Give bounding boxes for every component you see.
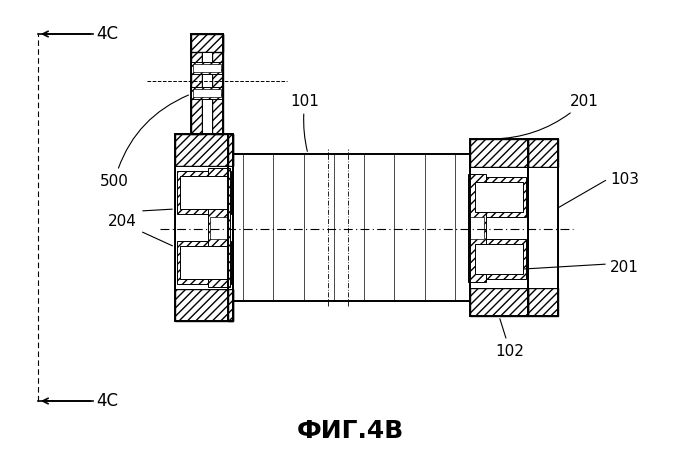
Bar xyxy=(470,139,528,167)
Bar xyxy=(193,64,221,72)
Bar xyxy=(228,134,233,166)
Bar xyxy=(180,176,228,209)
Bar xyxy=(191,34,223,134)
Bar xyxy=(528,167,558,288)
Bar xyxy=(208,168,230,287)
Bar xyxy=(180,246,228,279)
Bar xyxy=(470,167,528,288)
Text: 204: 204 xyxy=(108,213,137,229)
Bar xyxy=(228,289,233,321)
Bar xyxy=(212,34,223,134)
Bar xyxy=(177,241,231,284)
Bar xyxy=(472,239,526,279)
Bar xyxy=(191,34,223,52)
Bar xyxy=(470,139,528,316)
Bar xyxy=(228,134,233,321)
Bar xyxy=(470,217,484,239)
Bar xyxy=(193,89,221,97)
Bar xyxy=(528,139,558,167)
Text: 500: 500 xyxy=(100,95,188,189)
Bar xyxy=(191,87,223,99)
Bar xyxy=(191,62,223,74)
Bar xyxy=(475,244,523,274)
Bar xyxy=(175,134,233,166)
Bar xyxy=(228,154,470,301)
Text: 101: 101 xyxy=(290,94,319,151)
Bar xyxy=(177,171,231,214)
Text: 201: 201 xyxy=(493,94,599,139)
Bar xyxy=(191,34,202,134)
Text: 201: 201 xyxy=(610,259,639,274)
Bar xyxy=(202,52,212,134)
Bar xyxy=(470,288,528,316)
Bar xyxy=(175,289,233,321)
Text: 103: 103 xyxy=(610,172,639,186)
Text: 4C: 4C xyxy=(96,25,118,43)
Bar xyxy=(528,139,558,316)
Bar xyxy=(228,166,233,289)
Text: 4C: 4C xyxy=(96,392,118,410)
Bar xyxy=(175,166,233,289)
Bar xyxy=(475,182,523,212)
Text: 102: 102 xyxy=(496,319,524,358)
Bar xyxy=(175,134,233,321)
Text: ФИГ.4В: ФИГ.4В xyxy=(296,419,404,443)
Bar xyxy=(210,217,228,239)
Bar xyxy=(472,177,526,217)
Bar xyxy=(468,174,486,282)
Bar xyxy=(528,288,558,316)
